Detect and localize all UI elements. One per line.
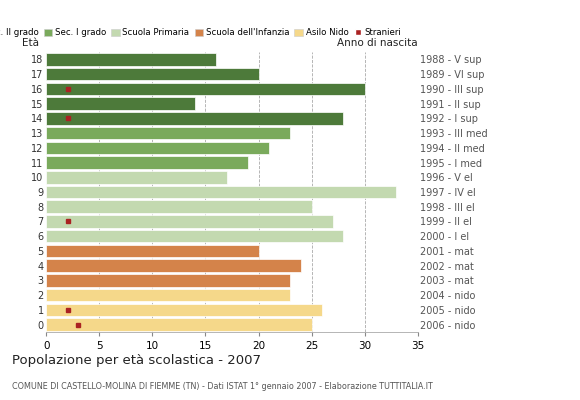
Bar [46,230,343,242]
Bar [46,142,269,154]
Text: Popolazione per età scolastica - 2007: Popolazione per età scolastica - 2007 [12,354,260,367]
Text: COMUNE DI CASTELLO-MOLINA DI FIEMME (TN) - Dati ISTAT 1° gennaio 2007 - Elaboraz: COMUNE DI CASTELLO-MOLINA DI FIEMME (TN)… [12,382,432,391]
Bar [46,53,216,66]
Text: Anno di nascita: Anno di nascita [337,38,418,48]
Bar [46,97,195,110]
Bar [46,304,322,316]
Legend: Sec. II grado, Sec. I grado, Scuola Primaria, Scuola dell'Infanzia, Asilo Nido, : Sec. II grado, Sec. I grado, Scuola Prim… [0,28,401,37]
Bar [46,186,396,198]
Bar [46,245,259,257]
Bar [46,318,311,331]
Bar [46,112,343,124]
Text: Età: Età [22,38,39,48]
Bar [46,289,291,302]
Bar [46,171,227,184]
Bar [46,156,248,169]
Bar [46,127,291,139]
Bar [46,215,333,228]
Bar [46,82,365,95]
Bar [46,68,259,80]
Bar [46,260,301,272]
Bar [46,200,311,213]
Bar [46,274,291,287]
